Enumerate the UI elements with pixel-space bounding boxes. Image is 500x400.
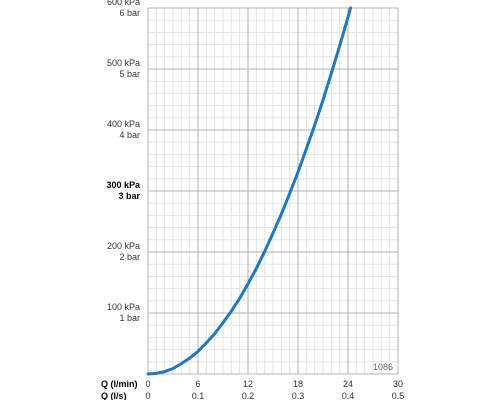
x-tick-label-ls: 0.3 bbox=[292, 391, 305, 400]
chart-annotation-code: 1086 bbox=[373, 362, 393, 372]
x-tick-label-lmin: 30 bbox=[393, 379, 403, 389]
x-tick-label-lmin: 6 bbox=[195, 379, 200, 389]
x-tick-label-lmin: 0 bbox=[145, 379, 150, 389]
y-tick-label-bar: 4 bar bbox=[119, 130, 140, 140]
x-tick-label-lmin: 24 bbox=[343, 379, 353, 389]
y-tick-label-bar: 3 bar bbox=[118, 191, 140, 201]
y-tick-label-bar: 1 bar bbox=[119, 313, 140, 323]
x-tick-label-ls: 0 bbox=[145, 391, 150, 400]
y-tick-label-kpa: 300 kPa bbox=[106, 180, 141, 190]
y-tick-label-bar: 6 bar bbox=[119, 8, 140, 18]
y-tick-label-kpa: 400 kPa bbox=[107, 119, 140, 129]
major-grid bbox=[148, 8, 398, 374]
y-tick-label-kpa: 200 kPa bbox=[107, 241, 140, 251]
x-axis-label-lmin: Q (l/min) bbox=[101, 379, 138, 389]
x-tick-label-ls: 0.2 bbox=[242, 391, 255, 400]
y-tick-label-kpa: 500 kPa bbox=[107, 58, 140, 68]
x-tick-label-ls: 0.4 bbox=[342, 391, 355, 400]
x-axis-labels: 0 6 12 18 24 30 0 0.1 0.2 0.3 0.4 0.5 bbox=[145, 379, 404, 400]
x-tick-label-ls: 0.5 bbox=[392, 391, 405, 400]
y-tick-label-bar: 2 bar bbox=[119, 252, 140, 262]
series-layer bbox=[146, 6, 353, 376]
y-tick-label-kpa: 600 kPa bbox=[107, 0, 140, 7]
x-tick-label-lmin: 12 bbox=[243, 379, 253, 389]
series-0 bbox=[146, 6, 353, 376]
plot-border bbox=[147, 7, 399, 375]
x-tick-label-lmin: 18 bbox=[293, 379, 303, 389]
y-tick-label-bar: 5 bar bbox=[119, 69, 140, 79]
x-axis-label-ls: Q (l/s) bbox=[101, 391, 127, 400]
series-line bbox=[146, 6, 353, 376]
y-tick-label-kpa: 100 kPa bbox=[107, 302, 140, 312]
x-tick-label-ls: 0.1 bbox=[192, 391, 205, 400]
